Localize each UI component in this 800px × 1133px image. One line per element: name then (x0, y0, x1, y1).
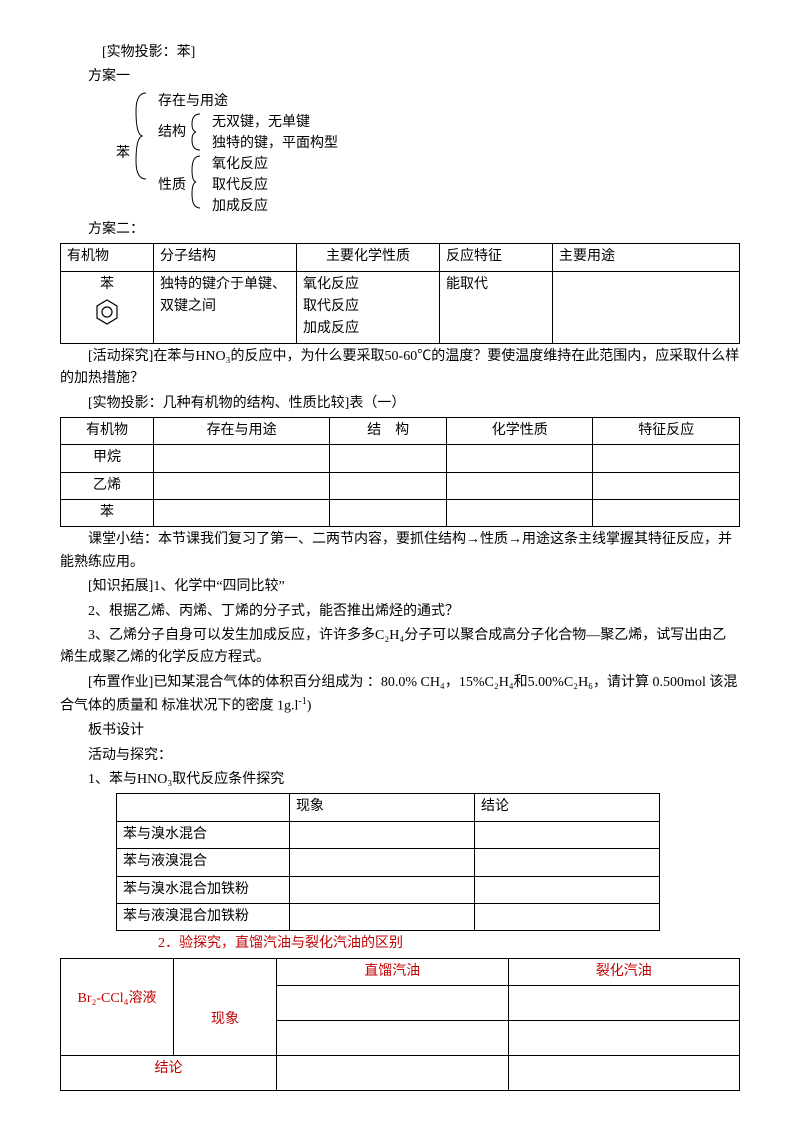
tree-node: 性质 (158, 154, 190, 217)
tree-node: 结构 (158, 112, 190, 154)
th: 有机物 (61, 417, 154, 444)
th: 特征反应 (593, 417, 740, 444)
knowledge-ext: [知识拓展]1、化学中“四同比较” (60, 576, 740, 598)
tree-leaf: 独特的键，平面构型 (212, 133, 338, 154)
homework: [布置作业]已知某混合气体的体积百分组成为 ：80.0% CH₄，15%C₂H₄… (60, 672, 740, 718)
table-experiment1: 现象 结论 苯与溴水混合 苯与液溴混合 苯与溴水混合加铁粉 苯与液溴混合加铁粉 (116, 793, 660, 931)
table-experiment2: 直馏汽油 裂化汽油 Br₂-CCl₄溶液 现象 结论 (60, 958, 740, 1091)
q2: 2、根据乙烯、丙烯、丁烯的分子式，能否推出烯烃的通式？ (60, 601, 740, 623)
th: 结论 (475, 794, 660, 821)
tree-root: 苯 (116, 91, 134, 217)
board-design: 板书设计 (60, 720, 740, 742)
benzene-label: 苯 (67, 274, 147, 296)
activity-inquiry: [活动探究]在苯与HNO₃的反应中，为什么要采取50-60℃的温度？要使温度维持… (60, 346, 740, 391)
td: 苯与液溴混合加铁粉 (117, 903, 290, 930)
brace-icon (190, 154, 202, 210)
tree-leaf: 加成反应 (212, 196, 268, 217)
th: 裂化汽油 (508, 958, 740, 985)
td: 独特的键介于单键、双键之间 (154, 271, 297, 343)
th: 主要化学性质 (297, 244, 440, 271)
th: 存在与用途 (154, 417, 330, 444)
concept-tree: 苯 存在与用途 结构 无双键，无单键 独特的键，平面构型 性质 氧化反应 取代反… (116, 91, 740, 217)
exp1-title: 1、苯与HNO₃取代反应条件探究 (60, 769, 740, 791)
td: 苯与溴水混合 (117, 821, 290, 848)
th: 现象 (290, 794, 475, 821)
td: 苯与溴水混合加铁粉 (117, 876, 290, 903)
td: 苯与液溴混合 (117, 849, 290, 876)
td (553, 271, 740, 343)
q3: 3、乙烯分子自身可以发生加成反应，许许多多C₂H₄分子可以聚合成高分子化合物—聚… (60, 625, 740, 670)
td: 甲烷 (61, 445, 154, 472)
table-compare: 有机物 存在与用途 结 构 化学性质 特征反应 甲烷 乙烯 苯 (60, 417, 740, 528)
th (117, 794, 290, 821)
exp2-title: 2．验探究，直馏汽油与裂化汽油的区别 (60, 933, 740, 955)
th: 化学性质 (446, 417, 593, 444)
brace-icon (134, 91, 148, 181)
projection-label2: [实物投影：几种有机物的结构、性质比较]表（一） (60, 393, 740, 415)
th: 直馏汽油 (277, 958, 509, 985)
plan2-label: 方案二： (60, 219, 740, 241)
brace-icon (190, 112, 202, 152)
projection-label: [实物投影：苯] (60, 42, 740, 64)
th: 主要用途 (553, 244, 740, 271)
table-plan2: 有机物 分子结构 主要化学性质 反应特征 主要用途 苯 独特的键介于单键、双键之… (60, 243, 740, 344)
td: Br₂-CCl₄溶液 (61, 986, 174, 1056)
td: 能取代 (440, 271, 553, 343)
th: 有机物 (61, 244, 154, 271)
td: 结论 (61, 1056, 277, 1091)
activity-label: 活动与探究： (60, 745, 740, 767)
plan1-label: 方案一 (60, 66, 740, 88)
td: 苯 (61, 500, 154, 527)
tree-node: 存在与用途 (158, 91, 232, 112)
summary: 课堂小结：本节课我们复习了第一、二两节内容，要抓住结构→性质→用途这条主线掌握其… (60, 529, 740, 574)
td: 氧化反应 取代反应 加成反应 (297, 271, 440, 343)
td: 现象 (174, 986, 277, 1056)
tree-leaf: 氧化反应 (212, 154, 268, 175)
tree-leaf: 取代反应 (212, 175, 268, 196)
tree-leaf: 无双键，无单键 (212, 112, 338, 133)
th: 反应特征 (440, 244, 553, 271)
benzene-icon (93, 298, 121, 326)
th: 结 构 (330, 417, 447, 444)
td: 乙烯 (61, 472, 154, 499)
td: 苯 (61, 271, 154, 343)
th: 分子结构 (154, 244, 297, 271)
